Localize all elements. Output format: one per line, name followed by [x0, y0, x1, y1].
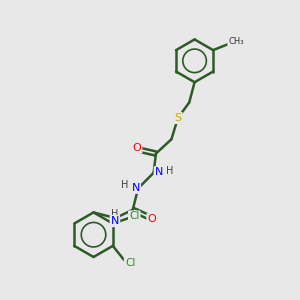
Text: CH₃: CH₃ [228, 37, 244, 46]
Text: S: S [174, 113, 182, 123]
Text: H: H [166, 166, 173, 176]
Text: N: N [131, 183, 140, 193]
Text: H: H [121, 180, 129, 190]
Text: O: O [147, 214, 156, 224]
Text: O: O [133, 142, 141, 153]
Text: N: N [111, 216, 119, 226]
Text: Cl: Cl [129, 212, 140, 221]
Text: Cl: Cl [125, 258, 135, 268]
Text: N: N [155, 167, 163, 177]
Text: H: H [111, 209, 118, 219]
